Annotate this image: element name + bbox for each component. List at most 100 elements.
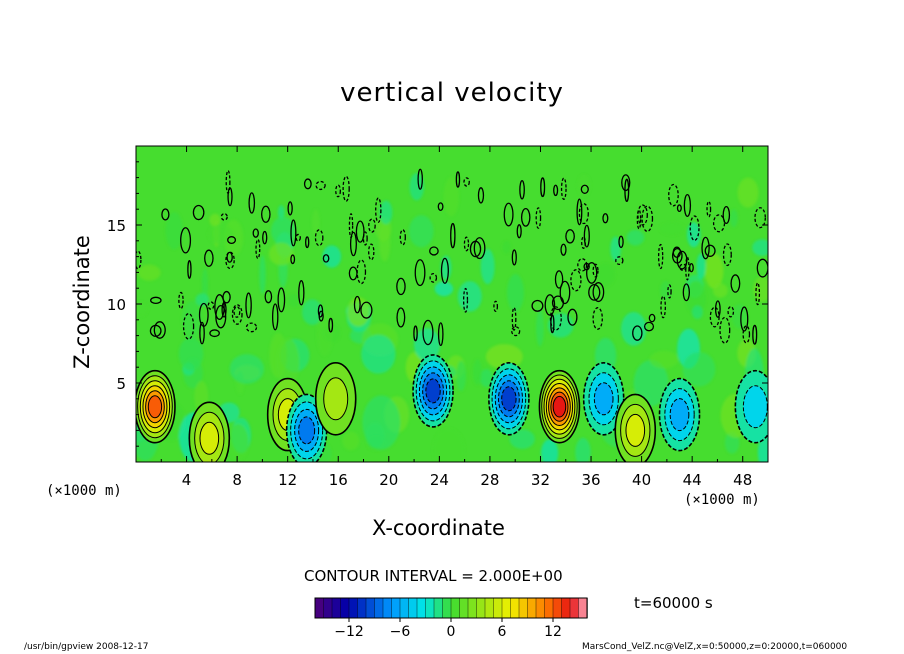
contour-line	[463, 177, 470, 187]
field-patch	[509, 429, 535, 449]
contour-line	[683, 193, 692, 218]
field-patch	[696, 253, 706, 280]
colorbar-tick-label: −6	[390, 624, 411, 640]
contour-line	[180, 227, 192, 254]
contour-level	[625, 413, 646, 447]
contour-line	[182, 312, 195, 340]
contour-line	[437, 202, 444, 211]
updraft-core	[136, 369, 176, 444]
contour-line	[315, 180, 326, 191]
y-tick-label: 10	[107, 296, 126, 314]
colorbar-segment	[450, 597, 461, 619]
field-patch	[434, 281, 454, 297]
contour-line	[531, 299, 544, 312]
contour-line	[298, 280, 305, 306]
colorbar-tick-label: 0	[447, 624, 456, 640]
contour-line	[437, 322, 444, 347]
contour-line	[632, 325, 643, 341]
contour-line	[511, 249, 517, 266]
contour-line	[540, 177, 546, 198]
x-tick-label: 8	[232, 471, 242, 489]
x-tick-label: 28	[480, 471, 499, 489]
contour-line	[233, 306, 241, 318]
contour-line	[225, 251, 235, 270]
colorbar-segment	[340, 597, 350, 619]
contour-line	[136, 250, 142, 270]
contour-line	[567, 308, 578, 326]
y-axis-label: Z-coordinate	[70, 235, 94, 369]
contour-line	[624, 178, 630, 203]
contour-line	[722, 243, 732, 267]
contour-line	[303, 178, 312, 190]
contour-line	[255, 238, 261, 260]
y-axis-unit: (×1000 m)	[46, 483, 122, 499]
contour-line	[317, 304, 324, 318]
x-tick-label: 36	[581, 471, 600, 489]
contour-line	[214, 294, 225, 320]
colorbar-segment	[399, 597, 410, 619]
contour-line	[287, 201, 293, 216]
colorbar-segment	[416, 597, 427, 619]
contour-line	[440, 257, 449, 284]
contour-line	[261, 205, 271, 223]
contour-line	[187, 259, 192, 279]
contour-line	[429, 272, 438, 283]
contour-level	[298, 416, 316, 445]
footer-left: /usr/bin/gpview 2008-12-17	[24, 642, 149, 652]
contour-line	[578, 203, 589, 225]
contour-line	[704, 244, 716, 257]
contour-line	[353, 295, 361, 314]
contour-line	[520, 208, 531, 227]
contour-line	[559, 280, 571, 305]
colorbar-segment	[552, 597, 563, 619]
contour-line	[565, 229, 575, 244]
contour-line	[676, 204, 682, 213]
colorbar-segment	[535, 597, 546, 619]
contour-line	[221, 301, 227, 318]
x-tick-label: 24	[430, 471, 449, 489]
contour-line	[227, 187, 233, 207]
colorbar-segment	[578, 597, 588, 619]
field-patch	[536, 309, 544, 347]
field-patch	[649, 350, 679, 369]
contour-level	[425, 378, 441, 404]
field-patch	[408, 215, 434, 248]
downdraft-core	[582, 361, 625, 436]
contour-line	[227, 236, 237, 245]
field-patch	[379, 200, 393, 225]
contour-line	[701, 236, 710, 260]
updraft-core	[538, 369, 581, 444]
contour-line	[204, 249, 214, 267]
contour-level	[593, 382, 614, 416]
contour-line	[348, 266, 358, 281]
x-tick-label: 32	[531, 471, 550, 489]
x-tick-label: 48	[733, 471, 752, 489]
field-patch	[136, 301, 148, 317]
contour-line	[618, 235, 624, 249]
colorbar-segment	[527, 597, 537, 619]
colorbar-segment	[365, 597, 376, 619]
field-patch	[480, 248, 495, 285]
field-patch	[443, 177, 459, 217]
contour-line	[360, 301, 373, 319]
field-patch	[208, 224, 234, 245]
colorbar: −12 −6 0 6 12	[314, 597, 588, 640]
contour-line	[493, 300, 499, 312]
chart-title: vertical velocity	[340, 78, 564, 108]
field-patch	[311, 209, 320, 236]
field-patch	[361, 334, 396, 374]
colorbar-segment	[459, 597, 469, 619]
contour-line	[348, 213, 354, 239]
contour-line	[580, 184, 589, 194]
contour-line	[621, 174, 631, 192]
contour-line	[198, 302, 209, 327]
plot-area	[135, 145, 769, 463]
contour-line	[178, 291, 184, 310]
field-patch	[685, 280, 706, 315]
colorbar-segment	[348, 597, 359, 619]
downdraft-core	[488, 361, 530, 436]
field-patch	[195, 293, 210, 307]
contour-line	[277, 287, 286, 313]
field-patch	[712, 283, 728, 298]
colorbar-segment	[501, 597, 512, 619]
